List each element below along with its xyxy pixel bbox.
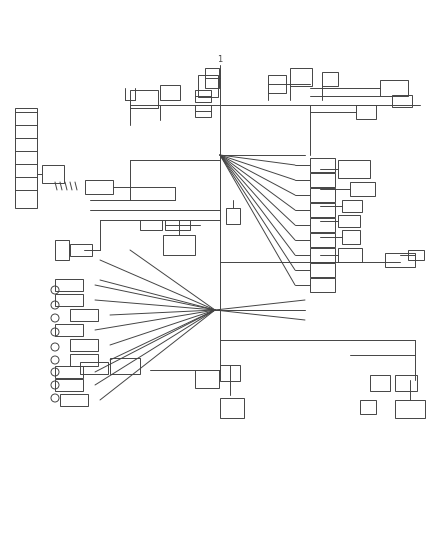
Bar bbox=[395, 375, 417, 391]
Bar bbox=[338, 160, 370, 178]
Bar bbox=[55, 379, 83, 391]
Bar bbox=[220, 398, 244, 418]
Bar bbox=[338, 215, 360, 227]
Bar bbox=[290, 68, 312, 86]
Bar bbox=[370, 375, 390, 391]
Bar bbox=[85, 180, 113, 194]
Bar bbox=[408, 250, 424, 260]
Bar bbox=[70, 354, 98, 366]
Bar bbox=[385, 253, 415, 267]
Text: 1: 1 bbox=[217, 55, 223, 64]
Bar bbox=[70, 244, 92, 256]
Bar bbox=[160, 85, 180, 100]
Bar bbox=[322, 72, 338, 86]
Bar bbox=[392, 95, 412, 107]
Bar bbox=[55, 240, 69, 260]
Bar bbox=[130, 90, 158, 108]
Bar bbox=[342, 230, 360, 244]
Bar bbox=[195, 90, 211, 102]
Bar bbox=[163, 235, 195, 255]
Bar bbox=[60, 394, 88, 406]
Bar bbox=[310, 173, 335, 187]
Bar bbox=[310, 158, 335, 172]
Bar bbox=[268, 75, 286, 93]
Bar bbox=[55, 366, 83, 378]
Bar bbox=[338, 248, 362, 262]
Bar bbox=[165, 220, 190, 230]
Bar bbox=[395, 400, 425, 418]
Bar bbox=[310, 218, 335, 232]
Bar bbox=[310, 278, 335, 292]
Bar bbox=[226, 208, 240, 224]
Bar bbox=[42, 165, 64, 183]
Bar bbox=[310, 263, 335, 277]
Bar bbox=[220, 365, 240, 381]
Bar bbox=[205, 68, 219, 88]
Bar bbox=[310, 203, 335, 217]
Bar bbox=[195, 370, 219, 388]
Bar bbox=[110, 358, 140, 374]
Bar bbox=[310, 188, 335, 202]
Bar bbox=[310, 248, 335, 262]
Bar bbox=[55, 294, 83, 306]
Bar bbox=[70, 309, 98, 321]
Bar bbox=[55, 279, 83, 291]
Bar bbox=[198, 75, 218, 97]
Bar bbox=[55, 324, 83, 336]
Bar bbox=[380, 80, 408, 96]
Bar bbox=[356, 105, 376, 119]
Bar bbox=[310, 233, 335, 247]
Bar bbox=[195, 105, 211, 117]
Bar bbox=[15, 108, 37, 208]
Bar bbox=[360, 400, 376, 414]
Bar bbox=[140, 220, 162, 230]
Bar bbox=[350, 182, 375, 196]
Bar bbox=[70, 339, 98, 351]
Bar bbox=[80, 362, 108, 374]
Bar bbox=[342, 200, 362, 212]
